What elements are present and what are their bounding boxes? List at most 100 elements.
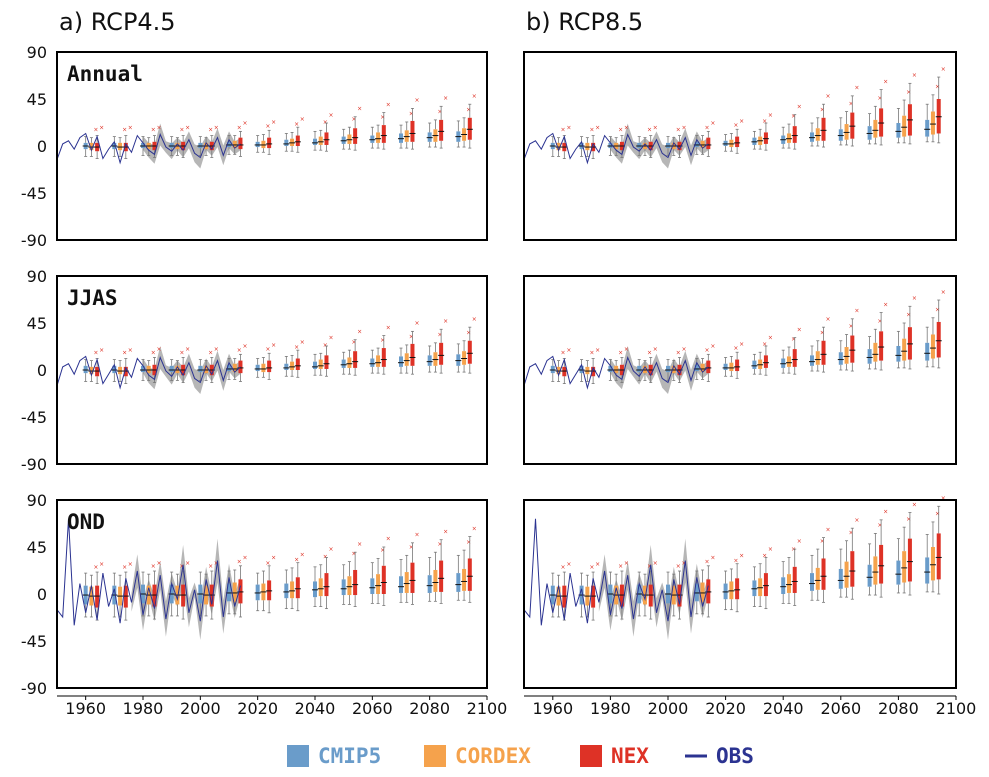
outlier-marker: × xyxy=(768,112,773,119)
box-body xyxy=(290,361,295,370)
box-nex-2064: × xyxy=(849,85,859,147)
outlier-marker: × xyxy=(179,349,184,356)
legend-swatch xyxy=(580,745,602,767)
outlier-marker: × xyxy=(797,103,802,110)
box-body xyxy=(399,133,403,143)
box-body xyxy=(752,360,757,369)
box-cordex-2022: × xyxy=(728,122,738,152)
outlier-marker: × xyxy=(849,529,854,536)
box-body xyxy=(227,141,231,148)
box-body xyxy=(781,577,786,594)
outlier-marker: × xyxy=(762,552,767,559)
box-cordex-2072: × xyxy=(872,522,882,596)
box-cmip5-2080 xyxy=(895,108,902,144)
box-cordex-2032: × xyxy=(757,552,767,607)
legend-item-obs: OBS xyxy=(685,744,754,768)
box-cmip5-2020 xyxy=(254,572,261,612)
box-cordex-2062: × xyxy=(843,529,854,598)
y-tick-label: -90 xyxy=(21,679,47,698)
box-body xyxy=(550,365,555,374)
outlier-marker: × xyxy=(271,119,276,126)
outlier-marker: × xyxy=(653,560,658,567)
outlier-marker: × xyxy=(762,341,767,348)
outlier-marker: × xyxy=(791,336,796,343)
panels-group: a) RCP4.5× × × × × × × × × × ×× ×× ×× ××××××××××××904… xyxy=(21,8,977,718)
box-cordex-2062: × xyxy=(843,100,854,146)
box-cmip5-1990 xyxy=(636,359,643,381)
box-body xyxy=(118,366,123,375)
box-cordex-2042: × xyxy=(317,553,328,607)
box-body xyxy=(556,142,561,151)
outlier-marker: × xyxy=(386,536,391,543)
box-body xyxy=(381,348,386,367)
outlier-marker: × xyxy=(653,124,658,131)
outlier-marker: × xyxy=(437,109,442,116)
outlier-marker: × xyxy=(185,560,190,567)
box-body xyxy=(112,365,117,374)
outlier-marker: × xyxy=(733,558,738,565)
box-body xyxy=(152,584,157,607)
box-nex-2084: × xyxy=(906,295,917,370)
box-cmip5-1980 xyxy=(607,359,614,381)
box-body xyxy=(619,584,624,607)
outlier-marker: × xyxy=(733,122,738,129)
box-body xyxy=(399,576,403,593)
y-tick-label: -90 xyxy=(21,231,47,250)
outlier-marker: × xyxy=(733,345,738,352)
x-tick-label: 2080 xyxy=(409,699,450,718)
outlier-marker: × xyxy=(791,546,796,553)
legend-item-cmip5: CMIP5 xyxy=(287,744,381,768)
box-cmip5-1960 xyxy=(82,136,89,157)
outlier-marker: × xyxy=(242,343,247,350)
outlier-marker: × xyxy=(237,347,242,354)
box-cordex-2092: × xyxy=(929,84,940,143)
outlier-marker: × xyxy=(122,564,127,571)
box-body xyxy=(873,119,878,138)
outlier-marker: × xyxy=(797,326,802,333)
box-body xyxy=(209,584,214,607)
box-body xyxy=(290,581,295,599)
box-body xyxy=(763,132,768,144)
box-cmip5-2020 xyxy=(722,134,729,152)
outlier-marker: × xyxy=(265,560,270,567)
box-body xyxy=(637,365,642,373)
box-cmip5-1970 xyxy=(111,359,118,382)
box-body xyxy=(238,579,243,604)
box-nex-2094: × xyxy=(466,93,477,149)
outlier-marker: × xyxy=(443,318,448,325)
panel-frame xyxy=(56,51,488,241)
column-title: a) RCP4.5 xyxy=(59,8,176,36)
box-body xyxy=(936,99,941,134)
outlier-marker: × xyxy=(854,308,859,315)
box-body xyxy=(844,124,849,140)
outlier-marker: × xyxy=(647,563,652,570)
box-nex-1994: × xyxy=(180,346,190,383)
box-nex-1984: × xyxy=(618,124,629,158)
obs-line xyxy=(523,132,709,165)
outlier-marker: × xyxy=(935,84,940,91)
y-tick-label: -45 xyxy=(21,184,47,203)
panel-4: × × × × × × × × × × ×× ×× ×× ×× ×××××××××× xyxy=(523,275,957,465)
box-body xyxy=(752,580,757,597)
x-tick-label: 1980 xyxy=(123,699,164,718)
box-body xyxy=(867,564,872,587)
box-cmip5-2010 xyxy=(226,358,232,380)
outlier-marker: × xyxy=(589,564,594,571)
box-body xyxy=(232,140,237,149)
box-nex-1974: × xyxy=(590,347,600,384)
x-tick-label: 2060 xyxy=(820,699,861,718)
outlier-marker: × xyxy=(877,318,882,325)
outlier-marker: × xyxy=(624,124,629,131)
outlier-marker: × xyxy=(877,95,882,102)
box-body xyxy=(381,565,386,594)
x-tick-label: 2100 xyxy=(467,699,508,718)
box-body xyxy=(324,573,329,597)
outlier-marker: × xyxy=(323,119,328,126)
box-cmip5-2090 xyxy=(924,534,931,593)
box-nex-2004: × xyxy=(208,346,219,383)
box-nex-1994: × xyxy=(647,346,658,383)
box-body xyxy=(786,574,791,593)
box-nex-2064: × xyxy=(849,517,859,600)
box-nex-1964: × xyxy=(94,124,104,159)
box-body xyxy=(781,358,786,368)
